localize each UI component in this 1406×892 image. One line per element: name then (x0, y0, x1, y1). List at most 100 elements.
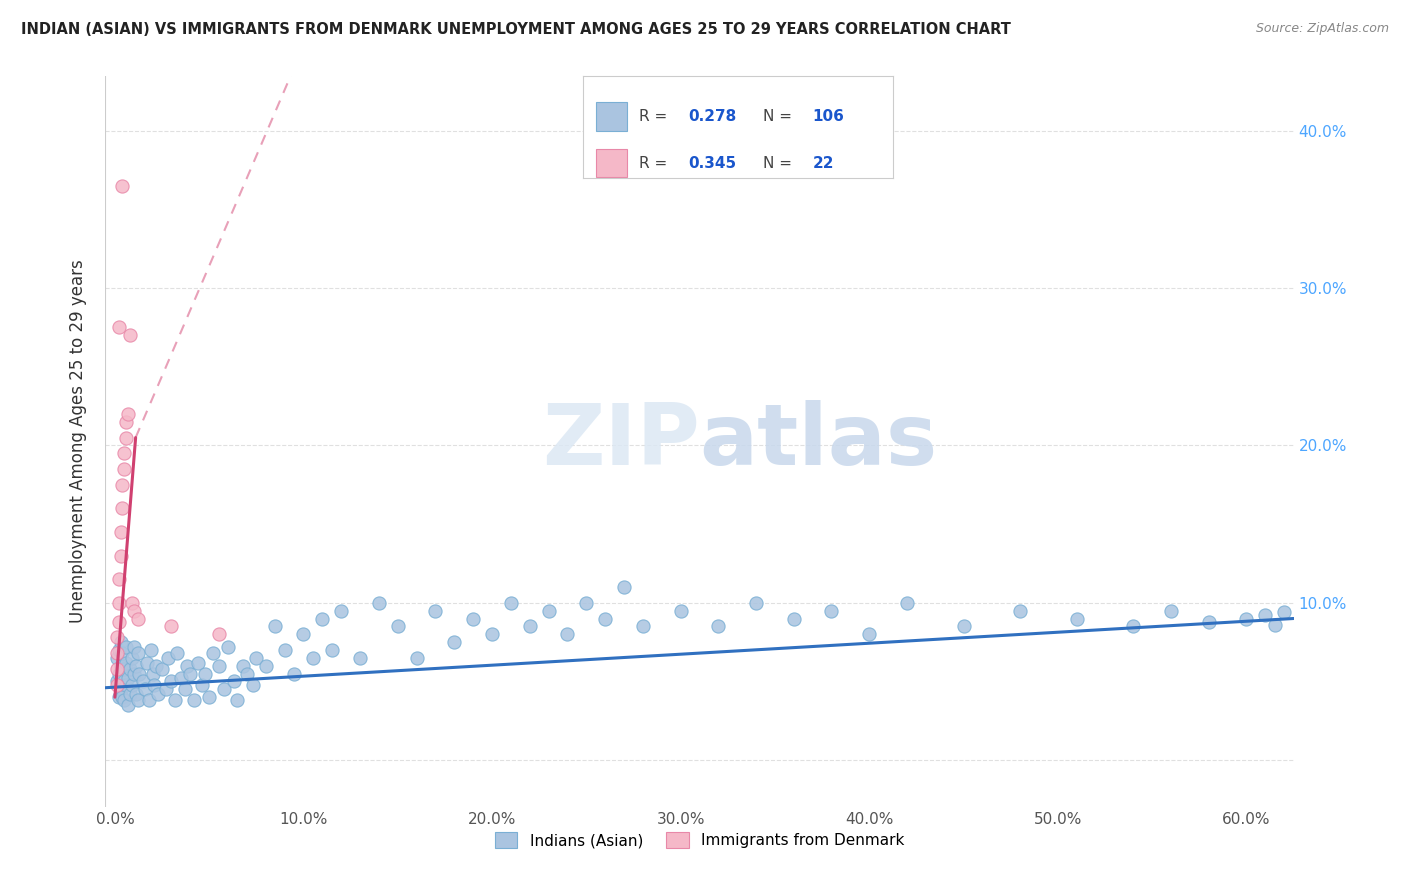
Point (1254, 608, 1277, 623)
Point (631, 619, 654, 633)
Point (349, 650, 371, 665)
Point (112, 693, 135, 707)
Point (127, 611, 149, 625)
Point (139, 643, 162, 657)
Point (1160, 604, 1182, 618)
Text: N =: N = (763, 110, 797, 124)
Point (105, 631, 128, 645)
Point (121, 677, 143, 691)
Point (575, 596, 598, 610)
Point (105, 677, 128, 691)
Point (112, 446, 135, 460)
Point (537, 604, 560, 618)
Point (245, 650, 267, 665)
Point (1122, 619, 1144, 633)
Text: N =: N = (763, 155, 797, 170)
Point (283, 666, 305, 681)
Point (111, 666, 134, 681)
Point (783, 611, 806, 625)
Point (122, 666, 145, 681)
Y-axis label: Unemployment Among Ages 25 to 29 years: Unemployment Among Ages 25 to 29 years (69, 260, 87, 624)
Point (387, 619, 409, 633)
Point (118, 662, 141, 676)
Point (128, 666, 150, 681)
Point (115, 431, 138, 445)
Point (110, 524, 132, 539)
Point (820, 604, 842, 618)
Point (121, 596, 143, 610)
Point (1272, 605, 1295, 619)
Point (166, 646, 188, 660)
Point (254, 658, 277, 673)
Point (745, 596, 768, 610)
Text: ZIP: ZIP (541, 400, 700, 483)
Point (136, 656, 159, 670)
Point (117, 671, 139, 685)
Point (110, 658, 132, 673)
Point (160, 674, 183, 689)
Text: R =: R = (640, 155, 672, 170)
Point (107, 615, 129, 629)
Point (179, 666, 201, 681)
Point (1010, 604, 1032, 618)
Point (499, 596, 522, 610)
Point (302, 650, 325, 665)
Point (107, 690, 129, 705)
Point (118, 687, 141, 701)
Point (117, 407, 139, 421)
Point (127, 646, 149, 660)
Point (201, 646, 224, 660)
Point (124, 658, 146, 673)
Point (107, 320, 129, 334)
Point (557, 627, 579, 641)
Point (207, 658, 229, 673)
Point (217, 640, 239, 654)
Point (142, 666, 165, 681)
Point (107, 596, 129, 610)
Point (443, 635, 465, 649)
Point (858, 627, 880, 641)
Point (273, 643, 295, 657)
Point (160, 619, 183, 633)
Point (669, 604, 692, 618)
Point (156, 650, 179, 665)
Point (330, 604, 353, 618)
Point (115, 656, 138, 670)
Point (214, 682, 236, 697)
Point (110, 549, 132, 563)
Point (207, 627, 229, 641)
Point (145, 658, 167, 673)
Point (105, 662, 128, 676)
Point (124, 687, 146, 701)
Text: atlas: atlas (700, 400, 938, 483)
Point (176, 658, 198, 673)
Point (481, 627, 503, 641)
Text: INDIAN (ASIAN) VS IMMIGRANTS FROM DENMARK UNEMPLOYMENT AMONG AGES 25 TO 29 YEARS: INDIAN (ASIAN) VS IMMIGRANTS FROM DENMAR… (21, 22, 1011, 37)
Legend: Indians (Asian), Immigrants from Denmark: Indians (Asian), Immigrants from Denmark (488, 826, 911, 855)
Point (107, 666, 129, 681)
Point (242, 677, 264, 691)
Point (896, 596, 918, 610)
Point (1198, 615, 1220, 629)
Point (115, 677, 138, 691)
Point (425, 604, 447, 618)
Text: 0.345: 0.345 (689, 155, 737, 170)
Point (111, 178, 134, 193)
Point (105, 650, 128, 665)
Point (143, 677, 166, 691)
Text: 106: 106 (813, 110, 844, 124)
FancyBboxPatch shape (596, 103, 627, 131)
Point (110, 635, 132, 649)
Point (117, 698, 139, 712)
Point (111, 646, 134, 660)
Point (222, 674, 245, 689)
Text: 22: 22 (813, 155, 834, 170)
Point (187, 656, 209, 670)
Point (112, 674, 135, 689)
Point (236, 666, 259, 681)
Point (134, 682, 156, 697)
Point (111, 690, 134, 705)
Point (138, 693, 160, 707)
Point (321, 643, 343, 657)
Point (122, 640, 145, 654)
